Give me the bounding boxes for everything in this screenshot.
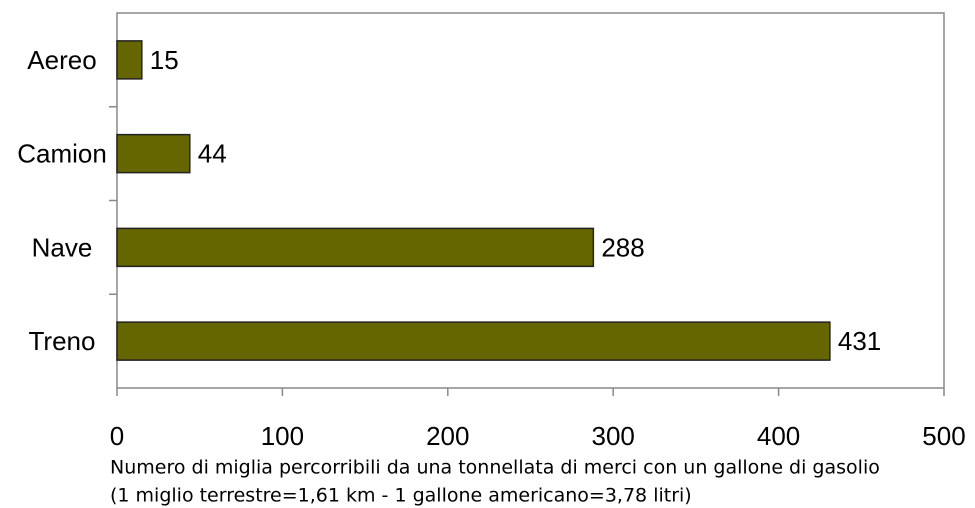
bar — [116, 133, 191, 174]
y-tick-label: Nave — [32, 232, 93, 262]
bar — [116, 40, 143, 80]
x-tick-label: 100 — [261, 421, 304, 451]
data-label: 44 — [198, 139, 227, 169]
data-label: 15 — [150, 45, 179, 75]
x-tick-label: 500 — [922, 421, 965, 451]
y-tick-label: Camion — [17, 139, 107, 169]
data-label: 288 — [601, 232, 644, 262]
x-tick-label: 200 — [426, 421, 469, 451]
y-tick-label: Aereo — [27, 45, 96, 75]
x-tick-label: 300 — [592, 421, 635, 451]
x-axis-label: (1 miglio terrestre=1,61 km - 1 gallone … — [110, 485, 692, 507]
y-tick-label: Treno — [29, 326, 96, 356]
x-tick-label: 0 — [110, 421, 124, 451]
bar — [116, 321, 831, 361]
data-label: 431 — [838, 326, 881, 356]
x-axis-label: Numero di miglia percorribili da una ton… — [110, 457, 880, 479]
bar — [116, 227, 595, 268]
x-tick-label: 400 — [757, 421, 800, 451]
